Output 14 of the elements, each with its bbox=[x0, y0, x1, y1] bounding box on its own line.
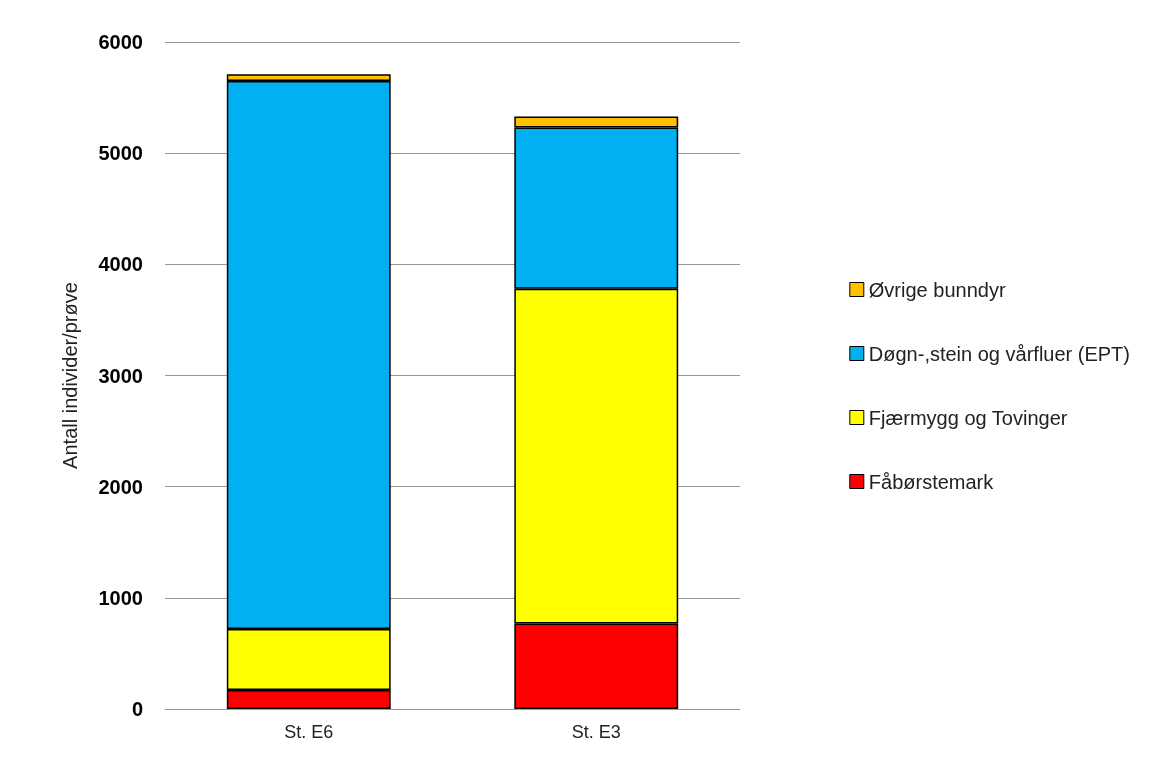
legend-label: Døgn-,stein og vårfluer (EPT) bbox=[868, 342, 1131, 365]
y-tick-label: 4000 bbox=[98, 253, 143, 276]
y-tick-label: 1000 bbox=[98, 586, 143, 609]
y-tick-label: 6000 bbox=[98, 31, 143, 53]
legend-label: Fjærmygg og Tovinger bbox=[868, 406, 1068, 429]
legend-label: Øvrige bunndyr bbox=[868, 278, 1006, 301]
y-tick-label: 5000 bbox=[98, 142, 143, 165]
y-tick-label: 0 bbox=[131, 698, 143, 720]
legend-label: Fåbørstemark bbox=[868, 470, 995, 493]
x-tick-label: St. E6 bbox=[284, 722, 334, 742]
y-tick-label: 3000 bbox=[98, 364, 143, 387]
y-axis-title: Antall individer/prøve bbox=[59, 282, 81, 469]
y-tick-label: 2000 bbox=[98, 475, 143, 498]
x-tick-label: St. E3 bbox=[571, 722, 621, 742]
